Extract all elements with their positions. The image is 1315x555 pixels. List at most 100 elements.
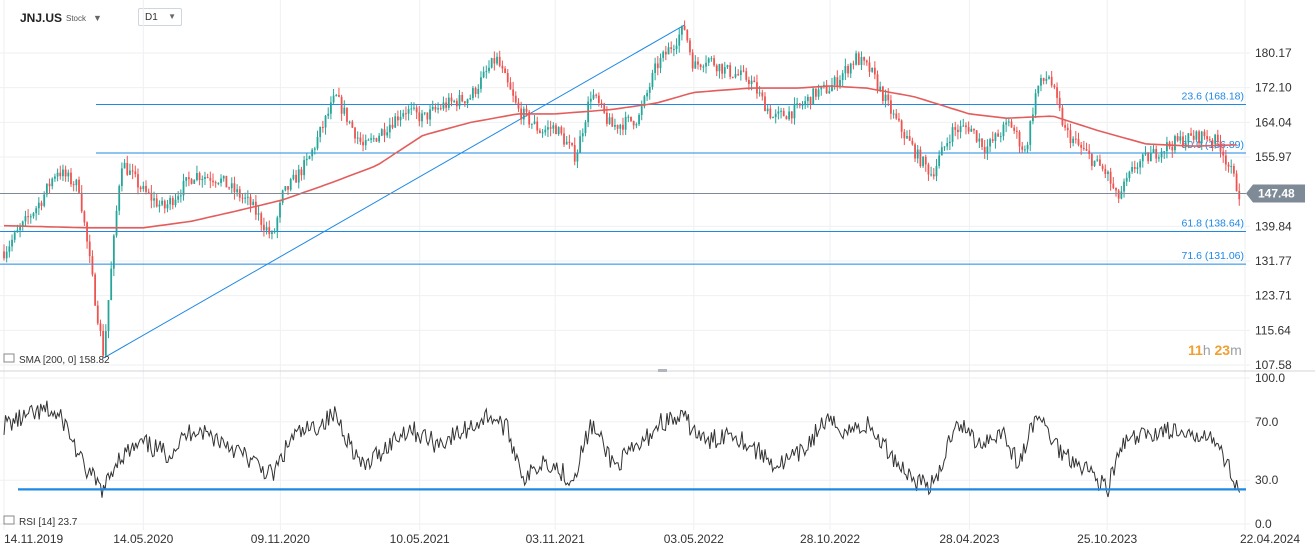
candle-body — [721, 64, 724, 74]
symbol-name[interactable]: JNJ.US — [20, 11, 63, 25]
candle-body — [139, 187, 142, 190]
candle-body — [305, 158, 308, 161]
candle-body — [1147, 152, 1150, 162]
candle-body — [667, 47, 670, 55]
candle-body — [539, 130, 541, 133]
menu-icon[interactable] — [3, 353, 15, 363]
candle-body — [691, 52, 694, 69]
candle-body — [863, 57, 866, 61]
candle-body — [450, 97, 453, 102]
candle-body — [946, 143, 949, 147]
candle-body — [1058, 97, 1061, 108]
candle-body — [986, 146, 989, 153]
candle-body — [415, 107, 418, 113]
candle-body — [295, 174, 297, 183]
candle-body — [1155, 148, 1158, 159]
candle-body — [959, 126, 962, 133]
candle-body — [220, 178, 222, 183]
candle-body — [1107, 171, 1109, 175]
candle-body — [726, 65, 729, 68]
candle-body — [1123, 181, 1125, 192]
candle-body — [1007, 121, 1010, 123]
candle-body — [276, 217, 279, 232]
candle-body — [145, 185, 147, 192]
candle-body — [565, 141, 568, 145]
candle-body — [474, 88, 477, 94]
candle-body — [13, 232, 16, 240]
candle-body — [589, 98, 592, 102]
pane-resize-handle[interactable] — [658, 369, 667, 372]
candle-body — [506, 73, 509, 83]
candle-body — [820, 86, 823, 90]
candle-body — [80, 192, 83, 212]
candle-body — [1160, 151, 1163, 158]
date-tick-label: 25.10.2023 — [1077, 532, 1137, 546]
candle-body — [423, 112, 426, 114]
candle-body — [943, 146, 946, 148]
candle-body — [753, 80, 756, 83]
candle-body — [187, 177, 190, 180]
candle-body — [890, 100, 892, 114]
fib-level-label: 71.6 (131.06) — [1182, 250, 1244, 262]
candle-body — [396, 116, 399, 121]
candle-body — [852, 63, 855, 65]
candle-body — [528, 111, 531, 125]
candle-body — [206, 177, 209, 179]
rsi-tick-label: 100.0 — [1255, 371, 1285, 385]
candle-body — [102, 330, 105, 356]
candle-body — [316, 137, 319, 149]
candle-body — [967, 127, 970, 132]
candle-body — [571, 142, 573, 146]
candle-body — [356, 137, 359, 139]
candle-body — [624, 116, 627, 130]
candle-body — [1227, 164, 1230, 167]
date-tick-label: 03.05.2022 — [664, 532, 724, 546]
candle-body — [555, 125, 557, 135]
candle-body — [1082, 147, 1085, 150]
price-axis: 180.17 172.10 164.04 155.97 139.84 131.77 123.… — [1255, 46, 1292, 372]
candle-body — [335, 95, 338, 97]
candle-body — [766, 108, 769, 112]
chart-toolbar: JNJ.US Stock ▼ D1 ▼ — [0, 0, 1315, 34]
candle-body — [3, 251, 5, 259]
candle-body — [1206, 136, 1209, 140]
candle-body — [447, 97, 450, 108]
candle-body — [670, 47, 673, 50]
trendline[interactable] — [103, 24, 685, 359]
candle-body — [790, 111, 793, 119]
candle-body — [480, 77, 482, 89]
candle-body — [973, 128, 975, 131]
timeframe-select[interactable]: D1 ▼ — [138, 8, 182, 26]
candle-body — [185, 177, 188, 181]
candle-body — [1176, 136, 1179, 141]
candle-body — [1069, 130, 1072, 144]
candle-body — [699, 64, 702, 68]
candle-body — [774, 113, 777, 118]
candle-body — [1224, 155, 1227, 165]
menu-icon[interactable] — [3, 515, 15, 525]
candle-body — [1125, 177, 1128, 182]
candle-body — [134, 171, 137, 175]
candle-body — [214, 182, 217, 184]
candle-body — [817, 89, 820, 97]
chevron-down-icon[interactable]: ▼ — [93, 13, 102, 23]
candle-body — [1182, 136, 1184, 147]
candle-body — [453, 100, 456, 102]
candle-body — [171, 198, 174, 206]
countdown-hours-unit: h — [1202, 342, 1211, 358]
candle-body — [957, 129, 959, 133]
candle-body — [648, 86, 651, 93]
candle-body — [1042, 78, 1045, 81]
candle-body — [646, 92, 648, 97]
price-tick-label: 139.84 — [1255, 219, 1292, 233]
candle-body — [289, 179, 292, 190]
candle-body — [600, 102, 603, 104]
candle-body — [1064, 125, 1066, 128]
candle-body — [970, 128, 973, 132]
candle-body — [437, 108, 439, 110]
candle-body — [504, 68, 506, 74]
candle-body — [196, 173, 198, 180]
candle-body — [1141, 154, 1144, 162]
candle-body — [849, 63, 852, 74]
